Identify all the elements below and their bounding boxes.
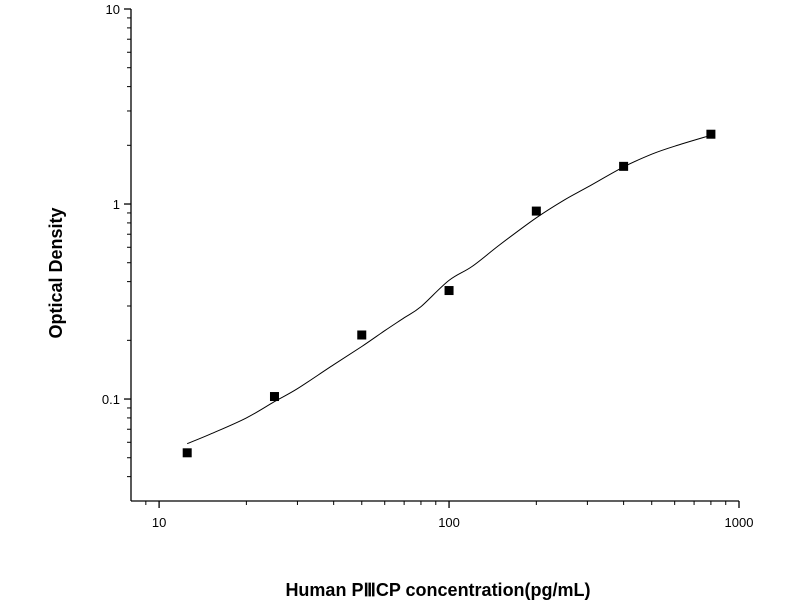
data-point bbox=[357, 330, 367, 340]
x-tick-label: 100 bbox=[438, 515, 460, 530]
data-point bbox=[182, 448, 192, 458]
data-point bbox=[706, 129, 716, 139]
axes: 10 100 1000 0.1 1 10 bbox=[102, 2, 754, 530]
data-points-layer bbox=[182, 129, 716, 458]
data-point bbox=[531, 206, 541, 216]
y-tick-label: 1 bbox=[113, 197, 120, 212]
y-axis-title: Optical Density bbox=[46, 207, 66, 338]
y-tick-label: 0.1 bbox=[102, 392, 120, 407]
data-point bbox=[444, 286, 454, 296]
x-axis-title: Human PⅢCP concentration(pg/mL) bbox=[285, 580, 590, 600]
data-point bbox=[619, 161, 629, 171]
x-tick-label: 10 bbox=[152, 515, 166, 530]
y-tick-label: 10 bbox=[106, 2, 120, 17]
x-tick-label: 1000 bbox=[725, 515, 754, 530]
data-point bbox=[269, 392, 279, 402]
